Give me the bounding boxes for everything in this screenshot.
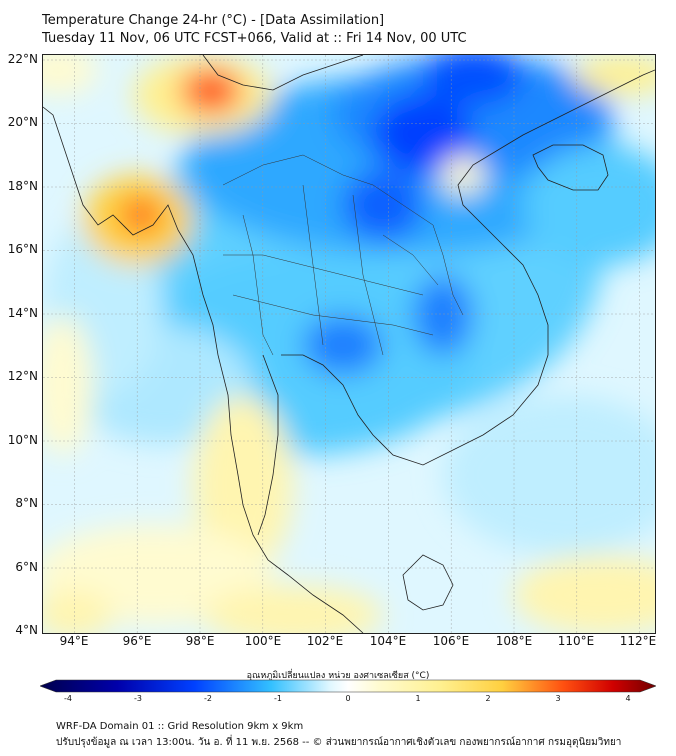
colorbar-tick: 1 <box>415 694 421 703</box>
lat-label-14: 14°N <box>7 306 38 320</box>
colorbar-tick: 4 <box>625 694 631 703</box>
colorbar-tick: 3 <box>555 694 561 703</box>
lon-label-108: 108°E <box>495 634 533 648</box>
lon-label-104: 104°E <box>369 634 407 648</box>
lat-label-10: 10°N <box>7 433 38 447</box>
colorbar-tick: -2 <box>204 694 212 703</box>
map-canvas <box>43 55 655 633</box>
lon-label-94: 94°E <box>59 634 89 648</box>
lat-label-16: 16°N <box>7 242 38 256</box>
coastlines <box>43 55 655 633</box>
temperature-change-map <box>42 54 656 634</box>
colorbar-tick: -1 <box>274 694 282 703</box>
colorbar-bar <box>40 679 656 693</box>
colorbar-tick: 2 <box>485 694 491 703</box>
graticule <box>43 55 655 633</box>
province-borders <box>222 154 464 356</box>
lat-label-6: 6°N <box>15 560 38 574</box>
colorbar-title: อุณหภูมิเปลี่ยนแปลง หน่วย องศาเซลเซียส (… <box>246 671 430 681</box>
colorbar-tick: -3 <box>134 694 142 703</box>
lat-label-18: 18°N <box>7 179 38 193</box>
lon-label-102: 102°E <box>306 634 344 648</box>
colorbar <box>40 679 656 693</box>
lon-label-98: 98°E <box>185 634 215 648</box>
lat-label-20: 20°N <box>7 115 38 129</box>
map-subtitle: Tuesday 11 Nov, 06 UTC FCST+066, Valid a… <box>42 31 467 46</box>
lon-label-96: 96°E <box>122 634 152 648</box>
lon-label-112: 112°E <box>619 634 657 648</box>
lat-label-22: 22°N <box>7 52 38 66</box>
colorbar-tick: 0 <box>345 694 351 703</box>
footer-model-info: WRF-DA Domain 01 :: Grid Resolution 9km … <box>56 721 304 732</box>
footer-credits: ปรับปรุงข้อมูล ณ เวลา 13:00น. วัน อ. ที่… <box>56 737 622 748</box>
temperature-field <box>43 55 655 633</box>
lat-label-4: 4°N <box>15 623 38 637</box>
lon-label-100: 100°E <box>244 634 282 648</box>
lon-label-106: 106°E <box>432 634 470 648</box>
lon-label-110: 110°E <box>557 634 595 648</box>
lat-label-8: 8°N <box>15 496 38 510</box>
lat-label-12: 12°N <box>7 369 38 383</box>
colorbar-tick: -4 <box>64 694 72 703</box>
map-title: Temperature Change 24-hr (°C) - [Data As… <box>42 13 385 28</box>
